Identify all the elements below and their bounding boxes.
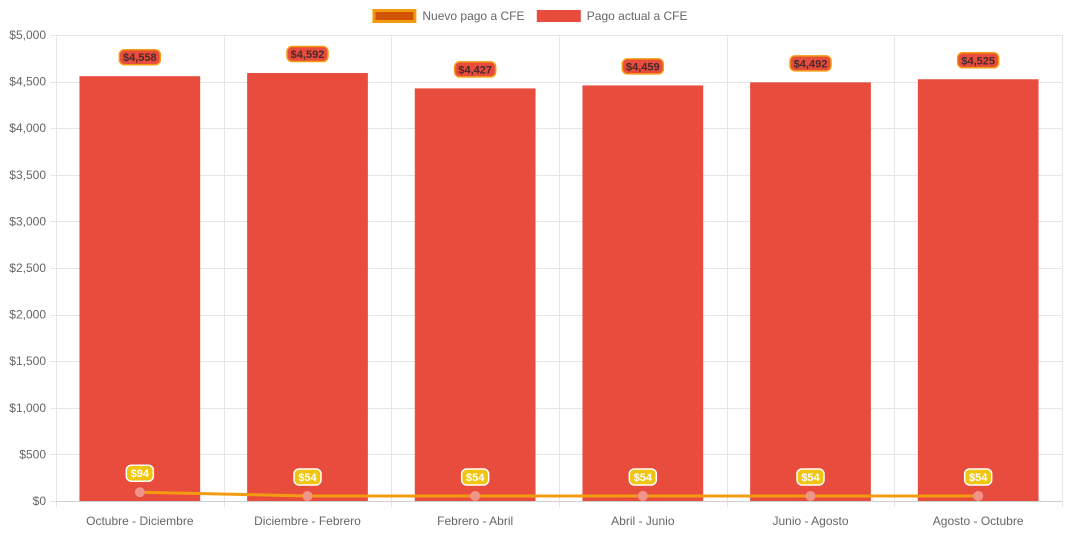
- bar-data-label: $4,558: [123, 52, 157, 64]
- y-tick-label: $0: [33, 494, 47, 508]
- y-tick-label: $4,500: [9, 75, 46, 89]
- bar[interactable]: [750, 82, 871, 502]
- legend-item-pago-actual[interactable]: Pago actual a CFE: [536, 9, 688, 23]
- line-data-label: $94: [131, 468, 150, 480]
- x-tick-label: Febrero - Abril: [437, 514, 513, 528]
- bar-data-label: $4,525: [961, 55, 995, 67]
- line-data-label: $54: [969, 472, 988, 484]
- legend-label: Pago actual a CFE: [587, 9, 688, 23]
- bar-data-label: $4,427: [458, 64, 492, 76]
- x-tick-label: Diciembre - Febrero: [254, 514, 361, 528]
- legend-label: Nuevo pago a CFE: [422, 9, 524, 23]
- y-tick-label: $3,000: [9, 214, 46, 228]
- y-tick-label: $1,000: [9, 401, 46, 415]
- bar-data-label: $4,459: [626, 61, 660, 73]
- y-tick-label: $3,500: [9, 168, 46, 182]
- y-tick-label: $2,500: [9, 261, 46, 275]
- line-data-label: $54: [466, 472, 485, 484]
- axis-layer: $0 $500 $1,000 $1,500 $2,000 $2,500 $3,000 $3,5…: [9, 28, 1062, 528]
- bar-data-label-box: [956, 52, 1000, 69]
- bar[interactable]: [582, 85, 704, 501]
- line-layer: [134, 487, 984, 501]
- bar-data-label-box: [453, 61, 497, 78]
- grid-layer: [50, 35, 1063, 507]
- legend-swatch: [372, 9, 417, 23]
- y-tick-label: $500: [19, 447, 46, 461]
- y-tick-label: $1,500: [9, 354, 46, 368]
- y-tick-label: $4,000: [9, 121, 46, 135]
- line-point[interactable]: [134, 487, 145, 498]
- line-point[interactable]: [805, 490, 816, 501]
- line-data-label-box: [628, 468, 658, 486]
- bar[interactable]: [414, 88, 536, 502]
- bar-data-label-box: [621, 58, 665, 75]
- line-point[interactable]: [470, 490, 481, 501]
- x-tick-label: Abril - Junio: [611, 514, 675, 528]
- bar-data-label-box: [789, 55, 832, 72]
- x-tick-label: Agosto - Octubre: [933, 514, 1024, 528]
- bar-layer: [79, 73, 1039, 502]
- legend[interactable]: Nuevo pago a CFE Pago actual a CFE: [372, 9, 688, 23]
- legend-item-nuevo-pago[interactable]: Nuevo pago a CFE: [372, 9, 525, 23]
- bar-data-label-box: [118, 48, 162, 66]
- bar[interactable]: [917, 79, 1039, 502]
- bar[interactable]: [79, 76, 201, 501]
- line-data-label: $54: [298, 472, 317, 484]
- y-tick-label: $2,000: [9, 308, 46, 322]
- line-data-label-box: [796, 468, 825, 486]
- line-data-label: $54: [634, 472, 653, 484]
- line-data-label-box: [460, 468, 490, 486]
- bar[interactable]: [247, 73, 368, 501]
- x-tick-label: Junio - Agosto: [772, 514, 848, 528]
- x-tick-label: Octubre - Diciembre: [86, 514, 194, 528]
- line-point[interactable]: [637, 490, 648, 501]
- line-data-label-box: [963, 468, 993, 486]
- series-line: [139, 490, 979, 498]
- y-tick-label: $5,000: [9, 28, 46, 42]
- data-label-layer: $4,558 $4,592 $4,427 $4,459 $4,492 $4,525 $94 $…: [118, 45, 1000, 486]
- bar-data-label: $4,492: [794, 58, 828, 70]
- line-data-label-box: [125, 464, 155, 482]
- bar-data-label: $4,592: [291, 49, 325, 61]
- bar-data-label-box: [286, 45, 329, 63]
- line-data-label: $54: [801, 472, 820, 484]
- line-point[interactable]: [302, 490, 313, 501]
- line-point[interactable]: [973, 490, 984, 501]
- legend-swatch: [536, 10, 581, 22]
- line-data-label-box: [293, 468, 322, 486]
